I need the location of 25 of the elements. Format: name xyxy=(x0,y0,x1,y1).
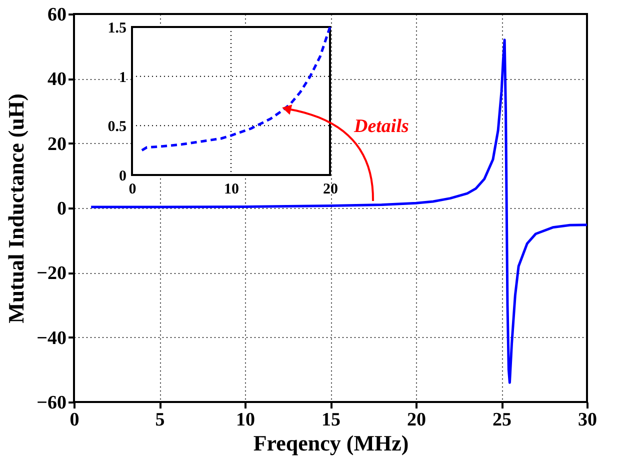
y-tick-label: 40 xyxy=(48,69,66,90)
x-tick-label: 25 xyxy=(492,410,512,430)
y-tick-label: −60 xyxy=(36,392,66,414)
x-tick-label: 10 xyxy=(236,410,255,430)
annotation: Details xyxy=(353,116,409,137)
line-series xyxy=(140,26,332,152)
y-tick-label: 60 xyxy=(48,4,66,26)
x-tick-label: 15 xyxy=(322,410,340,430)
x-tick-label: 30 xyxy=(578,410,597,430)
x-axis-title: Freqency (MHz) xyxy=(253,430,409,456)
x-tick-label: 5 xyxy=(155,410,165,430)
x-tick-label: 10 xyxy=(224,182,239,198)
y-tick-label: 1 xyxy=(119,70,126,86)
y-tick-label: −20 xyxy=(36,263,66,284)
y-axis-title: Mutual Inductance (uH) xyxy=(4,94,29,324)
y-tick-label: 1.5 xyxy=(108,20,126,36)
y-tick-label: 20 xyxy=(48,134,66,155)
line-series xyxy=(90,38,588,384)
x-tick-label: 0 xyxy=(70,410,80,430)
y-tick-label: −40 xyxy=(36,328,66,349)
x-tick-label: 20 xyxy=(407,410,426,430)
x-tick-label: 20 xyxy=(323,182,338,198)
y-tick-label: 0 xyxy=(119,168,126,184)
y-tick-label: 0.5 xyxy=(108,119,126,136)
y-tick-label: 0 xyxy=(57,198,66,220)
